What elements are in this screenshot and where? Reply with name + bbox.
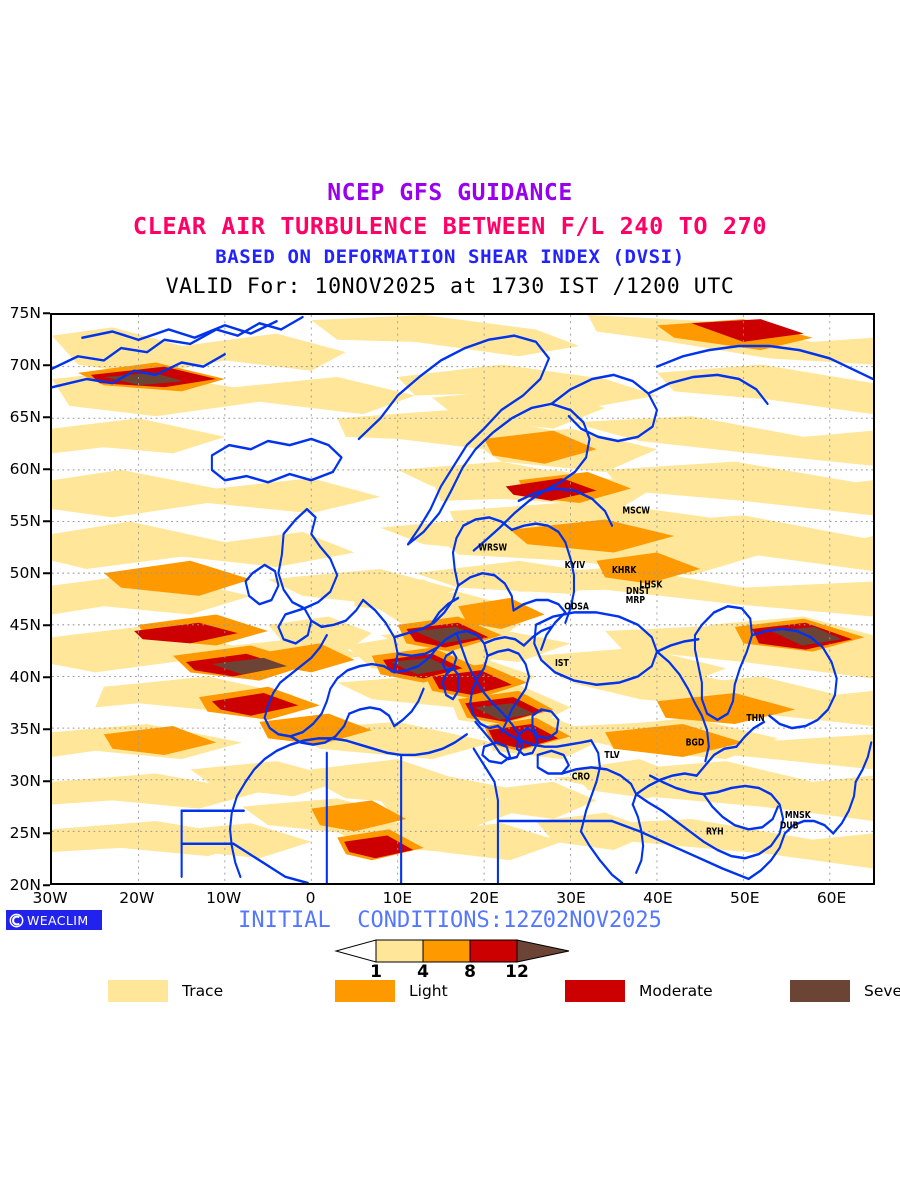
latitude-tick-mark: [43, 832, 50, 834]
city-label-dub: DUB: [780, 821, 799, 832]
latitude-tick-mark: [43, 728, 50, 730]
latitude-tick-mark: [43, 364, 50, 366]
city-label-ryh: RYH: [706, 827, 724, 838]
latitude-tick-label: 55N: [9, 512, 41, 530]
legend-swatch-severe: [790, 980, 850, 1002]
city-label-mscw: MSCW: [622, 506, 650, 517]
city-label-wrsw: WRSW: [478, 543, 507, 554]
legend-item-severe: Severe: [790, 980, 900, 1002]
colorbar-band-trace: [375, 939, 424, 963]
city-label-tlv: TLV: [604, 750, 620, 761]
colorbar-tick-12: 12: [505, 962, 529, 982]
city-label-odsa: ODSA: [564, 602, 589, 613]
city-label-ist: IST: [555, 659, 569, 670]
city-label-cro: CRO: [572, 772, 590, 783]
colorbar[interactable]: 1 4 8 12: [0, 938, 900, 990]
city-label-kyiv: KYIV: [565, 560, 586, 571]
title-line-valid-time: VALID For: 10NOV2025 at 1730 IST /1200 U…: [165, 273, 735, 299]
legend-label-light: Light: [409, 982, 448, 1000]
longitude-tick-label: 20E: [469, 889, 499, 907]
latitude-tick-label: 40N: [9, 668, 41, 686]
longitude-tick-label: 20W: [119, 889, 155, 907]
latitude-tick-mark: [43, 416, 50, 418]
longitude-tick-label: 10W: [206, 889, 242, 907]
latitude-tick-label: 30N: [9, 772, 41, 790]
city-label-thn: THN: [746, 713, 764, 724]
city-label-mnsk: MNSK: [785, 810, 811, 821]
legend-item-light: Light: [335, 980, 448, 1002]
circle-c-icon: [9, 913, 24, 927]
latitude-tick-mark: [43, 520, 50, 522]
latitude-tick-label: 35N: [9, 720, 41, 738]
latitude-tick-mark: [43, 780, 50, 782]
initial-conditions-text: INITIAL CONDITIONS:12Z02NOV2025: [238, 908, 662, 933]
longitude-tick-label: 50E: [729, 889, 760, 907]
city-label-khrk: KHRK: [612, 566, 637, 577]
latitude-tick-label: 25N: [9, 824, 41, 842]
longitude-tick-label: 30W: [32, 889, 68, 907]
map-coastlines: [52, 315, 873, 883]
latitude-tick-mark: [43, 468, 50, 470]
longitude-tick-label: 40E: [643, 889, 673, 907]
longitude-axis: 30W 20W 10W 0 10E 20E 30E 40E 50E 60E: [32, 885, 875, 911]
weaclim-label: WEACLIM: [27, 912, 89, 928]
latitude-tick-label: 70N: [9, 356, 41, 374]
cat-forecast-map[interactable]: MSCW WRSW KYIV KHRK LHSK DNST MRP ODSA IST THN BGD…: [50, 313, 875, 885]
latitude-tick-label: 50N: [9, 564, 41, 582]
latitude-tick-label: 20N: [9, 876, 41, 894]
latitude-tick-label: 45N: [9, 616, 41, 634]
category-legend: Trace Light Moderate Severe: [0, 980, 900, 1010]
longitude-tick-label: 30E: [556, 889, 586, 907]
title-line-product: CLEAR AIR TURBULENCE BETWEEN F/L 240 TO …: [132, 212, 768, 240]
legend-item-trace: Trace: [108, 980, 223, 1002]
latitude-tick-mark: [43, 312, 50, 314]
longitude-tick-label: 0: [305, 889, 316, 907]
colorbar-under-arrow: [334, 939, 377, 963]
colorbar-band-moderate: [469, 939, 518, 963]
city-label-dnst: DNST: [626, 586, 650, 597]
colorbar-swatches: [334, 939, 570, 963]
title-block: NCEP GFS GUIDANCE CLEAR AIR TURBULENCE B…: [0, 182, 900, 299]
legend-label-severe: Severe: [864, 982, 900, 1000]
legend-label-trace: Trace: [182, 982, 224, 1000]
colorbar-tick-4: 4: [417, 962, 429, 982]
weaclim-logo[interactable]: WEACLIM: [6, 910, 102, 930]
colorbar-band-light: [422, 939, 471, 963]
longitude-tick-label: 60E: [816, 889, 847, 907]
colorbar-tick-8: 8: [464, 962, 476, 982]
colorbar-band-severe: [516, 939, 570, 963]
latitude-tick-label: 75N: [9, 304, 41, 322]
cat-field-moderate: [90, 319, 853, 859]
colorbar-tick-1: 1: [370, 962, 382, 982]
longitude-tick-label: 10E: [382, 889, 413, 907]
latitude-tick-mark: [43, 676, 50, 678]
legend-item-moderate: Moderate: [565, 980, 713, 1002]
city-label-lhsk: LHSK: [639, 580, 662, 591]
latitude-tick-mark: [43, 884, 50, 886]
latitude-axis: 75N 70N 65N 60N 55N 50N 45N 40N 35N 30N 25N 20N: [0, 304, 50, 894]
latitude-tick-label: 60N: [9, 460, 41, 478]
title-line-agency: NCEP GFS GUIDANCE: [327, 180, 573, 206]
city-label-mrp: MRP: [626, 596, 645, 607]
legend-swatch-light: [335, 980, 395, 1002]
latitude-tick-mark: [43, 572, 50, 574]
latitude-tick-mark: [43, 624, 50, 626]
legend-swatch-trace: [108, 980, 168, 1002]
legend-swatch-moderate: [565, 980, 625, 1002]
legend-label-moderate: Moderate: [639, 982, 713, 1000]
city-label-bgd: BGD: [686, 738, 705, 749]
latitude-tick-label: 65N: [9, 408, 41, 426]
title-line-method: BASED ON DEFORMATION SHEAR INDEX (DVSI): [215, 245, 685, 268]
